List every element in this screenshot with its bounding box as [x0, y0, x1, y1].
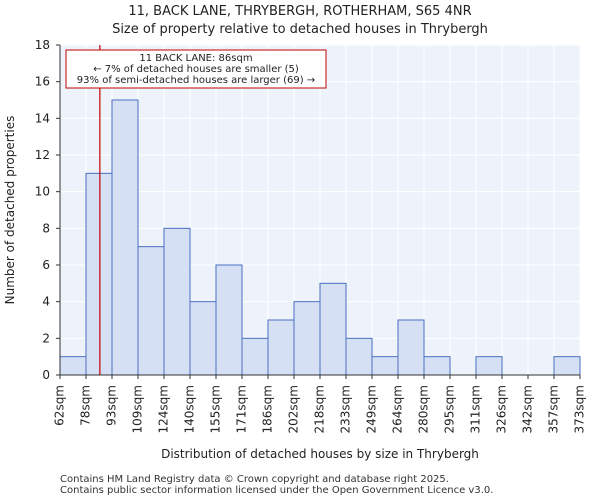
bar-78sqm [85, 172, 113, 376]
annotation-line-3: 93% of semi-detached houses are larger (… [77, 75, 315, 86]
x-tick-label-249sqm: 249sqm [365, 385, 379, 433]
x-axis-label: Distribution of detached houses by size … [161, 447, 479, 461]
bar-218sqm [319, 282, 347, 376]
x-tick-label-357sqm: 357sqm [547, 385, 561, 433]
x-tick-label-124sqm: 124sqm [157, 385, 171, 433]
x-tick-label-342sqm: 342sqm [521, 385, 535, 433]
y-tick-label: 6 [42, 258, 50, 272]
bar-171sqm [241, 337, 269, 376]
x-tick-label-155sqm: 155sqm [209, 385, 223, 433]
footer-licence: Contains public sector information licen… [60, 485, 494, 496]
bar-311sqm [475, 356, 503, 376]
x-tick-label-171sqm: 171sqm [235, 385, 249, 433]
bar-62sqm [59, 356, 87, 376]
annotation-box [65, 49, 327, 89]
chart-title-address: 11, BACK LANE, THRYBERGH, ROTHERHAM, S65… [128, 4, 472, 19]
x-tick-label-218sqm: 218sqm [313, 385, 327, 433]
x-tick-label-186sqm: 186sqm [261, 385, 275, 433]
bar-186sqm [267, 319, 295, 376]
y-tick-label: 10 [35, 185, 50, 199]
x-tick-label-233sqm: 233sqm [339, 385, 353, 433]
x-tick-label-311sqm: 311sqm [469, 385, 483, 433]
x-tick-label-93sqm: 93sqm [105, 385, 119, 426]
annotation-line-2: ← 7% of detached houses are smaller (5) [93, 64, 299, 75]
bar-357sqm [553, 356, 581, 376]
x-tick-label-78sqm: 78sqm [79, 385, 93, 426]
y-tick-label: 4 [42, 295, 50, 309]
x-tick-label-202sqm: 202sqm [287, 385, 301, 433]
y-tick-label: 18 [35, 38, 50, 52]
bar-202sqm [293, 301, 321, 376]
bar-264sqm [397, 319, 425, 376]
footer-copyright: Contains HM Land Registry data © Crown c… [60, 474, 449, 485]
x-tick-label-109sqm: 109sqm [131, 385, 145, 433]
bar-124sqm [163, 227, 191, 376]
x-tick-label-373sqm: 373sqm [573, 385, 587, 433]
bar-249sqm [371, 356, 399, 376]
bar-155sqm [215, 264, 243, 376]
x-tick-label-280sqm: 280sqm [417, 385, 431, 433]
y-axis-label: Number of detached properties [3, 116, 17, 305]
y-tick-label: 0 [42, 368, 50, 382]
x-tick-label-264sqm: 264sqm [391, 385, 405, 433]
x-tick-label-140sqm: 140sqm [183, 385, 197, 433]
y-tick-label: 8 [42, 221, 50, 235]
bar-93sqm [111, 99, 139, 376]
y-tick-label: 12 [35, 148, 50, 162]
y-tick-label: 2 [42, 331, 50, 345]
chart-title: Size of property relative to detached ho… [112, 22, 488, 37]
bar-233sqm [345, 337, 373, 376]
x-tick-label-62sqm: 62sqm [53, 385, 67, 426]
bar-140sqm [189, 301, 217, 376]
y-tick-label: 14 [35, 111, 50, 125]
annotation-line-1: 11 BACK LANE: 86sqm [139, 53, 252, 64]
x-tick-label-326sqm: 326sqm [495, 385, 509, 433]
y-tick-label: 16 [35, 75, 50, 89]
bar-109sqm [137, 246, 165, 376]
x-tick-label-295sqm: 295sqm [443, 385, 457, 433]
bar-280sqm [423, 356, 451, 376]
